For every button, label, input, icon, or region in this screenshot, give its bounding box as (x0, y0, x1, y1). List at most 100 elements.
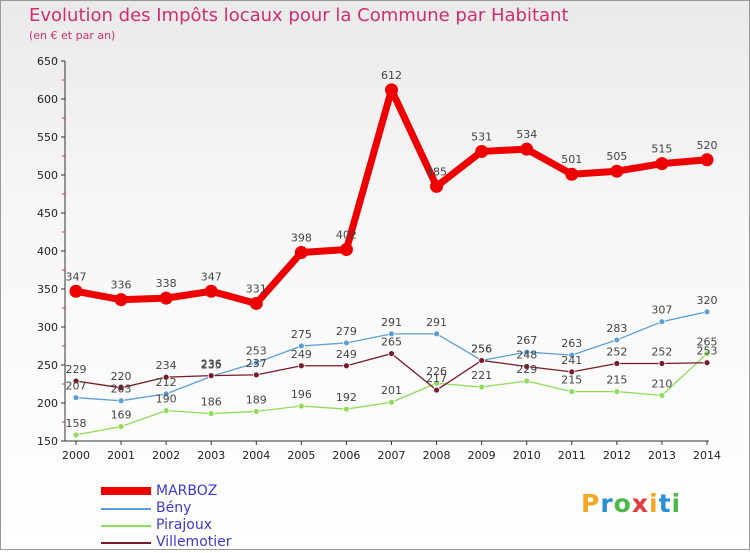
data-label: 291 (426, 316, 447, 329)
y-tick-label: 450 (37, 207, 58, 220)
data-label: 248 (516, 349, 537, 362)
data-label: 192 (336, 391, 357, 404)
data-point (388, 350, 395, 358)
data-label: 221 (471, 369, 492, 382)
data-label: 229 (66, 363, 87, 376)
data-point (117, 423, 125, 430)
data-point (703, 350, 711, 358)
data-point (297, 362, 305, 370)
data-label: 215 (606, 374, 627, 387)
x-tick-label: 2012 (603, 449, 631, 462)
legend-swatch (101, 525, 151, 527)
data-label: 283 (606, 322, 627, 335)
data-label: 275 (291, 328, 312, 341)
y-tick-label: 650 (37, 55, 58, 68)
data-point (430, 179, 444, 193)
data-point (162, 407, 170, 415)
data-label: 263 (561, 337, 582, 350)
data-label: 234 (156, 359, 177, 372)
logo-letter: r (600, 489, 614, 518)
data-label: 252 (651, 345, 672, 358)
data-label: 203 (111, 383, 132, 396)
data-point (658, 360, 666, 367)
data-point (343, 339, 350, 347)
data-label: 196 (291, 388, 312, 401)
data-label: 265 (381, 336, 402, 349)
data-point (520, 142, 534, 156)
x-tick-label: 2002 (152, 449, 180, 462)
data-point (658, 318, 666, 326)
data-point (252, 359, 260, 367)
y-tick-label: 400 (37, 245, 58, 258)
data-point (162, 390, 170, 398)
data-label: 612 (381, 69, 402, 82)
data-point (117, 397, 125, 405)
data-label: 241 (561, 354, 582, 367)
data-point (523, 348, 531, 356)
x-tick-label: 2001 (107, 449, 135, 462)
data-label: 190 (156, 393, 177, 406)
logo-letter: i (671, 489, 682, 518)
data-point (114, 293, 128, 307)
data-label: 347 (201, 270, 222, 283)
data-label: 217 (426, 372, 447, 385)
y-tick-label: 300 (37, 321, 58, 334)
data-point (339, 242, 353, 256)
legend-swatch (101, 508, 151, 510)
data-point (475, 144, 489, 158)
data-point (162, 373, 170, 381)
legend-swatch (101, 487, 151, 495)
data-point (72, 377, 80, 385)
y-tick-label: 500 (37, 169, 58, 182)
data-point (523, 377, 531, 385)
y-tick-label: 250 (37, 359, 58, 372)
data-label: 534 (516, 128, 537, 141)
data-label: 249 (291, 348, 312, 361)
y-tick-label: 600 (37, 93, 58, 106)
data-point (703, 308, 711, 316)
data-label: 256 (471, 342, 492, 355)
x-tick-label: 2014 (693, 449, 721, 462)
data-point (478, 383, 486, 391)
data-label: 336 (111, 279, 132, 292)
data-label: 212 (156, 376, 177, 389)
data-label: 207 (66, 380, 87, 393)
y-tick-label: 550 (37, 131, 58, 144)
data-label: 189 (246, 393, 267, 406)
logo-letter: P (581, 489, 601, 518)
data-label: 253 (246, 345, 267, 358)
data-label: 267 (516, 334, 537, 347)
data-point (613, 336, 621, 344)
data-point (433, 379, 440, 387)
data-point (204, 284, 218, 298)
data-label: 520 (697, 139, 718, 152)
data-point (478, 357, 486, 364)
data-label: 291 (381, 316, 402, 329)
data-label: 265 (697, 336, 718, 349)
data-label: 215 (561, 374, 582, 387)
legend-label: Bény (156, 500, 192, 516)
data-point (703, 359, 711, 367)
data-point (610, 164, 624, 178)
data-label: 485 (426, 165, 447, 178)
chart-title: Evolution des Impôts locaux pour la Comm… (29, 5, 569, 26)
data-point (658, 391, 666, 399)
data-point (297, 402, 305, 410)
data-label: 531 (471, 130, 492, 143)
x-tick-label: 2006 (332, 449, 360, 462)
data-label: 307 (651, 304, 672, 317)
y-tick-label: 350 (37, 283, 58, 296)
data-point (523, 363, 531, 370)
proxiti-logo: Proxiti (581, 489, 681, 518)
x-tick-label: 2009 (468, 449, 496, 462)
data-label: 398 (291, 232, 312, 245)
data-point (297, 342, 305, 350)
data-label: 220 (111, 370, 132, 383)
data-label: 338 (156, 277, 177, 290)
data-point (69, 284, 83, 298)
data-point (343, 405, 350, 413)
x-tick-label: 2011 (558, 449, 586, 462)
logo-letter: o (613, 489, 632, 518)
